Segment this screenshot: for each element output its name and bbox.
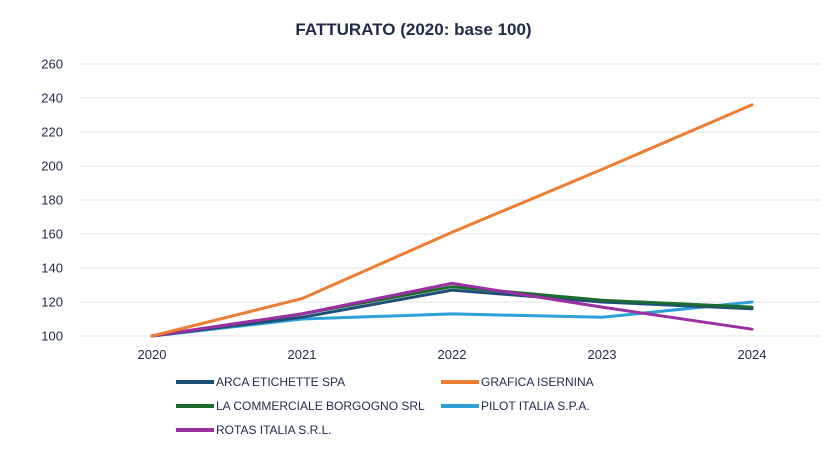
- x-axis-ticks: 2020 2021 2022 2023 2024: [138, 347, 767, 362]
- x-tick-label: 2024: [738, 347, 767, 362]
- legend-label: GRAFICA ISERNINA: [481, 375, 594, 389]
- chart-title: FATTURATO (2020: base 100): [295, 20, 532, 39]
- y-axis-ticks: 100 120 140 160 180 200 220 240 260: [41, 57, 63, 344]
- y-tick-label: 220: [41, 125, 63, 140]
- legend-label: LA COMMERCIALE BORGOGNO SRL: [216, 399, 425, 413]
- legend-swatch: [176, 428, 214, 432]
- legend-item: LA COMMERCIALE BORGOGNO SRL: [176, 396, 425, 416]
- y-tick-label: 180: [41, 193, 63, 208]
- series-line-arca-etichette-spa: [150, 288, 754, 338]
- series-line-pilot-italia-s-p-a: [150, 300, 754, 338]
- y-tick-label: 240: [41, 91, 63, 106]
- x-tick-label: 2020: [138, 347, 167, 362]
- legend-swatch: [176, 404, 214, 408]
- legend-swatch: [441, 380, 479, 384]
- legend-item: PILOT ITALIA S.P.A.: [441, 396, 590, 416]
- legend-label: ROTAS ITALIA S.R.L.: [216, 423, 332, 437]
- legend-label: ARCA ETICHETTE SPA: [216, 375, 346, 389]
- y-tick-label: 200: [41, 159, 63, 174]
- x-tick-label: 2021: [288, 347, 317, 362]
- y-tick-label: 120: [41, 295, 63, 310]
- legend-swatch: [441, 404, 479, 408]
- y-tick-label: 140: [41, 261, 63, 276]
- legend-swatch: [176, 380, 214, 384]
- series-line-grafica-isernina: [150, 103, 754, 338]
- y-tick-label: 100: [41, 329, 63, 344]
- series-line-rotas-italia-s-r-l: [150, 281, 754, 338]
- y-tick-label: 260: [41, 57, 63, 72]
- legend-item: ROTAS ITALIA S.R.L.: [176, 420, 332, 440]
- legend-label: PILOT ITALIA S.P.A.: [481, 399, 590, 413]
- plot-area: 100 120 140 160 180 200 220 240 260 2020 2021 2022…: [41, 57, 820, 362]
- legend-item: GRAFICA ISERNINA: [441, 372, 594, 392]
- gridlines: [80, 63, 820, 337]
- x-tick-label: 2023: [588, 347, 617, 362]
- legend-item: ARCA ETICHETTE SPA: [176, 372, 345, 392]
- y-tick-label: 160: [41, 227, 63, 242]
- series-lines: [150, 103, 754, 338]
- x-tick-label: 2022: [438, 347, 467, 362]
